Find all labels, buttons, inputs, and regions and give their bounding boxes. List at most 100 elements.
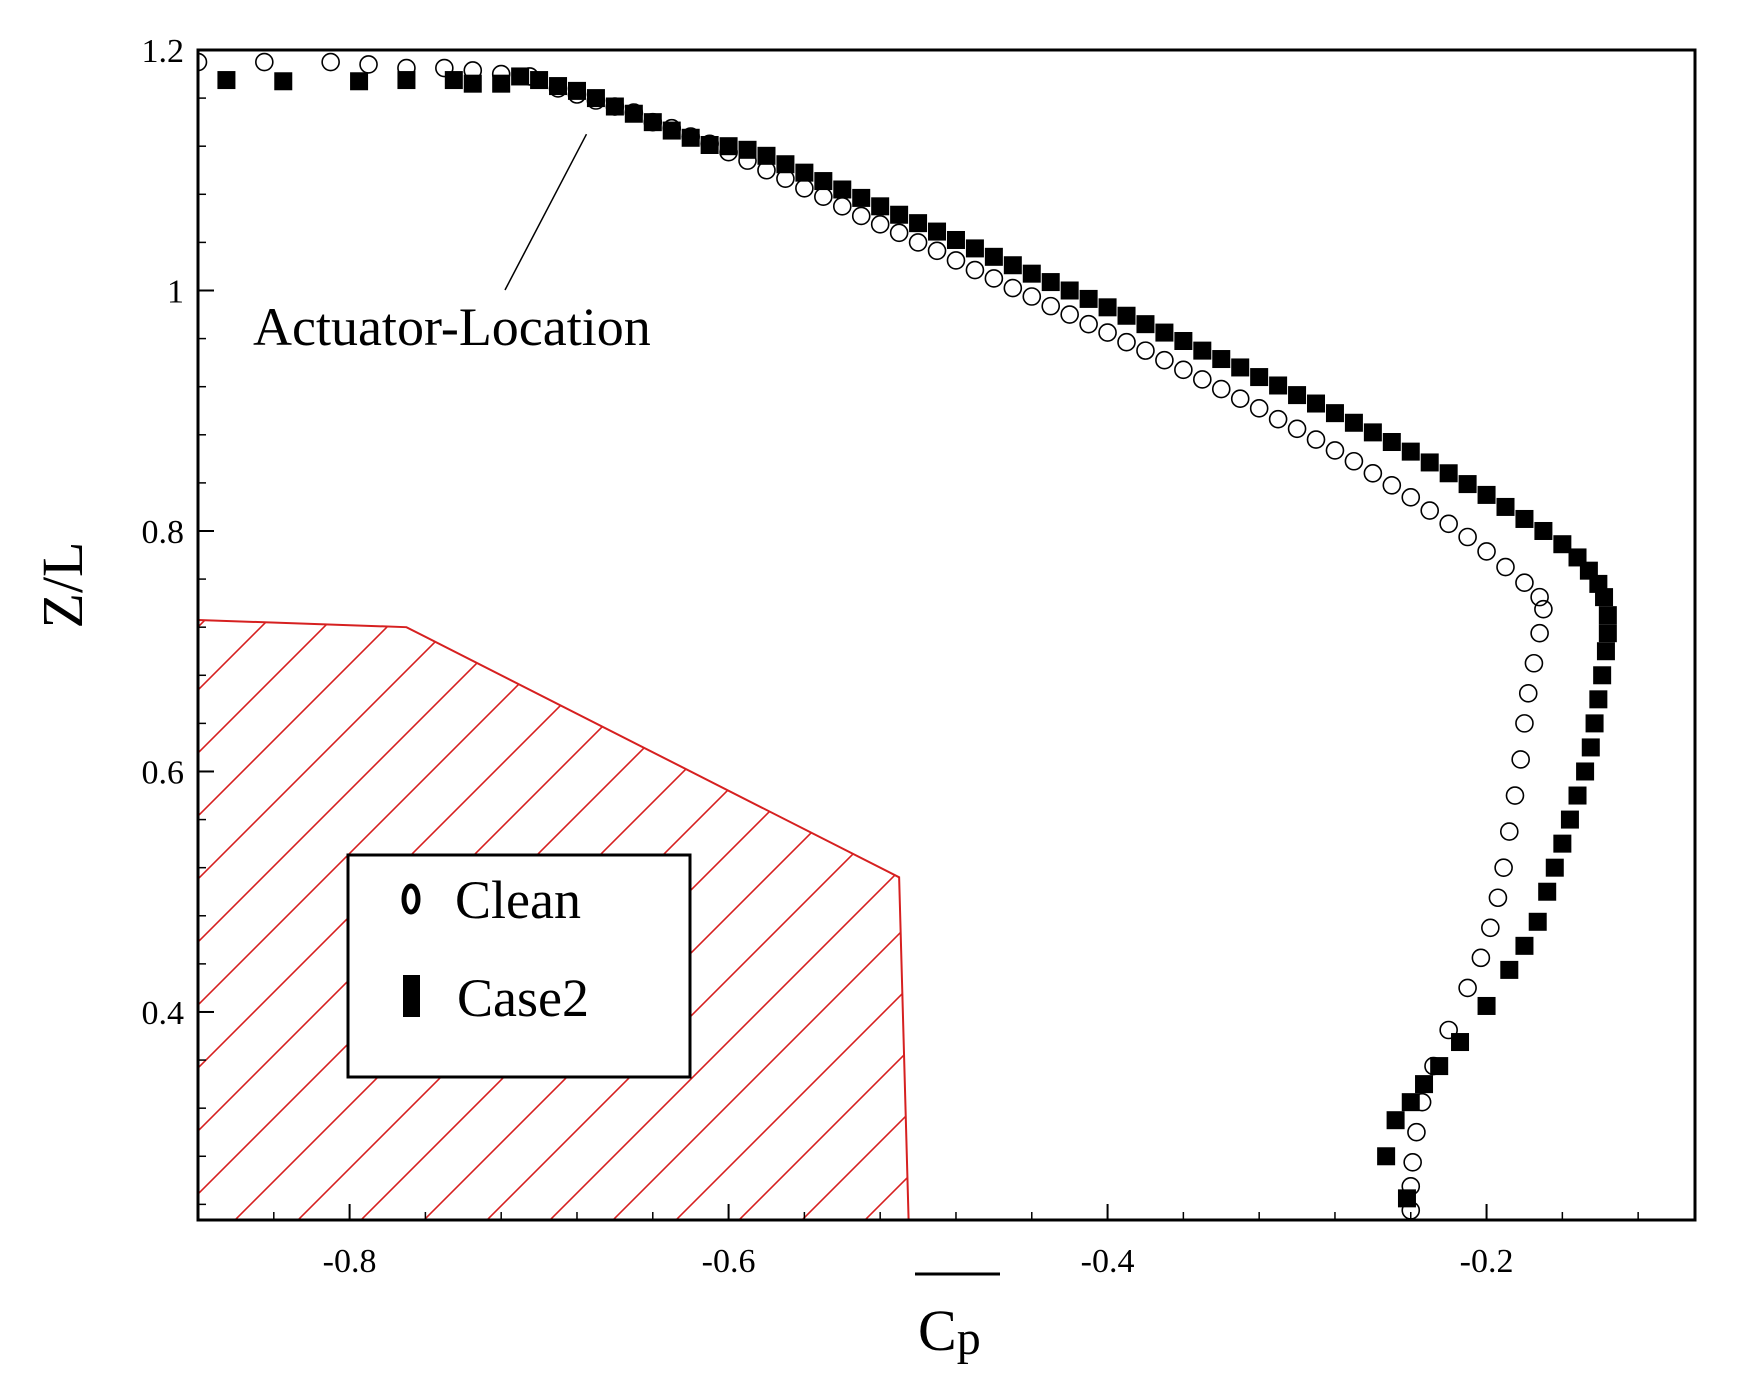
annotation-text: Actuator-Location [253, 297, 651, 357]
data-point-case2 [274, 72, 293, 91]
legend-marker-clean [401, 883, 421, 915]
data-point-case2 [1060, 281, 1079, 300]
data-point-case2 [1430, 1057, 1449, 1076]
data-point-clean [1403, 1152, 1422, 1172]
data-point-case2 [928, 222, 947, 241]
annotation: Actuator-Location [253, 133, 651, 357]
data-point-clean [1471, 948, 1491, 968]
hatch-line [1644, 560, 1740, 1260]
data-point-case2 [1098, 298, 1117, 317]
data-point-case2 [1212, 350, 1231, 369]
legend-label-clean: Clean [455, 870, 581, 930]
data-point-clean [1511, 750, 1530, 769]
data-point-clean [1098, 323, 1117, 342]
data-point-case2 [852, 188, 871, 207]
data-point-clean [795, 178, 814, 198]
data-point-clean [1439, 514, 1458, 534]
data-point-case2 [1496, 497, 1515, 516]
data-point-case2 [567, 81, 586, 100]
hatch-line [198, 619, 329, 1220]
data-point-clean [889, 223, 909, 243]
data-point-case2 [1420, 453, 1439, 472]
data-point-case2 [965, 239, 984, 258]
data-point-case2 [1155, 323, 1174, 342]
data-point-clean [1344, 451, 1364, 471]
y-tick-label: 1.2 [142, 33, 185, 70]
hatch-line [951, 560, 1651, 1260]
hatch-line [1581, 560, 1740, 1260]
data-point-clean [1515, 573, 1534, 592]
x-tick-label: -0.2 [1460, 1243, 1514, 1280]
data-point-case2 [776, 155, 795, 174]
x-tick-label: -0.6 [702, 1243, 756, 1280]
data-point-case2 [1397, 1189, 1416, 1208]
hatch-line [198, 619, 518, 1220]
data-point-clean [1494, 858, 1513, 877]
hatch-line [1707, 560, 1740, 1260]
data-point-case2 [946, 230, 965, 249]
data-point-case2 [397, 71, 416, 90]
data-point-clean [359, 55, 378, 74]
data-point-clean [1136, 341, 1155, 360]
data-point-clean [1306, 430, 1326, 449]
data-point-clean [255, 52, 274, 72]
plot-frame [196, 48, 1697, 1222]
data-point-case2 [1568, 786, 1587, 805]
data-point-case2 [444, 71, 463, 90]
data-series [198, 52, 1617, 1220]
data-point-case2 [1439, 464, 1458, 483]
data-point-case2 [1515, 936, 1534, 955]
hatch-line [0, 560, 76, 1260]
hatch-line [1203, 560, 1740, 1260]
x-axis-title-text: Cp [918, 1298, 981, 1365]
data-point-case2 [1386, 1111, 1405, 1130]
data-point-clean [1518, 684, 1538, 703]
y-tick-label: 1 [167, 273, 184, 310]
axis-ticks: -0.8 -0.6 -0.4 -0.2 0.4 0.6 0.8 1 1.2 [142, 33, 1639, 1280]
data-point-clean [1524, 653, 1544, 673]
data-point-case2 [1136, 315, 1155, 334]
data-point-clean [1534, 599, 1553, 619]
data-point-case2 [1344, 413, 1363, 432]
y-tick-label: 0.8 [142, 514, 185, 551]
data-point-case2 [1231, 358, 1250, 377]
data-point-case2 [1377, 1147, 1396, 1166]
y-axis-title: Z/L [30, 542, 95, 629]
data-point-case2 [1269, 376, 1288, 395]
hatch-line [1140, 560, 1740, 1260]
hatch-line [1518, 560, 1740, 1260]
hatch-line [198, 619, 455, 1220]
data-point-case2 [1401, 1093, 1420, 1112]
data-point-clean [1041, 296, 1061, 316]
y-tick-label: 0.4 [142, 995, 185, 1032]
data-point-case2 [1585, 714, 1604, 733]
data-point-case2 [1589, 690, 1608, 709]
data-point-clean [984, 269, 1004, 288]
data-point-clean [435, 58, 454, 78]
data-point-clean [1530, 623, 1549, 643]
hatch-line [824, 619, 909, 1220]
data-point-case2 [681, 128, 700, 147]
data-point-case2 [1307, 394, 1326, 413]
data-point-clean [1458, 527, 1477, 547]
data-point-case2 [643, 113, 662, 132]
hatch-line [446, 619, 909, 1220]
data-point-case2 [1598, 624, 1617, 643]
data-point-case2 [1382, 433, 1401, 452]
data-point-case2 [984, 247, 1003, 266]
data-point-clean [908, 233, 928, 252]
data-point-case2 [624, 104, 643, 123]
hatch-line [383, 619, 909, 1220]
data-point-clean [927, 241, 947, 261]
data-point-case2 [350, 72, 369, 91]
data-point-case2 [662, 121, 681, 140]
data-point-case2 [1458, 475, 1477, 494]
hatch-line [1266, 560, 1740, 1260]
data-point-clean [1401, 488, 1421, 507]
data-point-clean [1458, 978, 1477, 998]
data-point-clean [832, 197, 852, 216]
hatch-line [635, 619, 909, 1220]
hatch-line [1392, 560, 1740, 1260]
data-point-clean [1488, 888, 1508, 908]
data-point-clean [1515, 714, 1534, 733]
